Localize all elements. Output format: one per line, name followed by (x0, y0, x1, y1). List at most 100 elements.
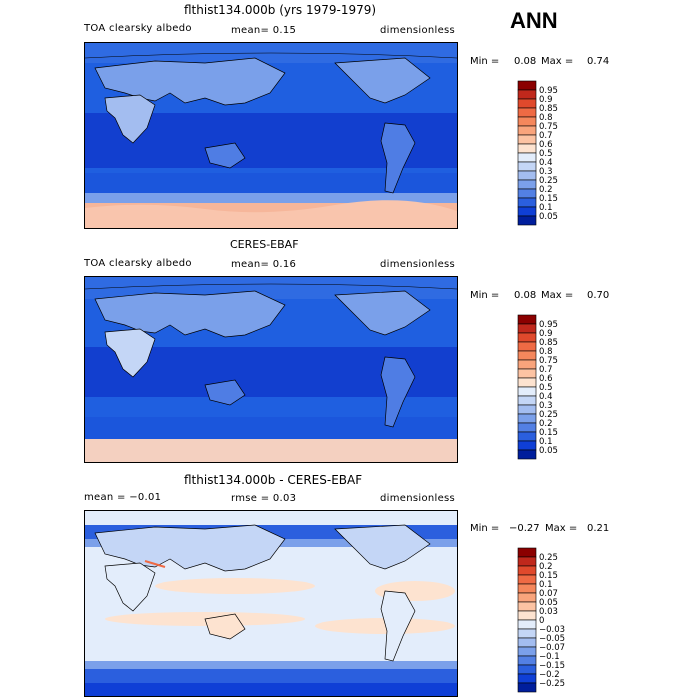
panel1-colorbar-tick-label: 0.05 (539, 212, 558, 222)
panel3-colorbar-swatch (517, 610, 537, 621)
panel3-colorbar-tick-label: −0.05 (539, 634, 565, 644)
panel2-min-value: 0.08 (514, 290, 537, 301)
panel1-mean-label: mean= 0.15 (231, 25, 297, 36)
panel1-colorbar: 0.95 0.9 0.85 0.8 0.75 0.7 0.6 0.5 0.4 0.3 0.25 0.2… (517, 80, 597, 230)
panel1-colorbar-swatch (517, 206, 537, 217)
panel3-colorbar-swatch (517, 664, 537, 675)
panel3-min-label: Min = (470, 523, 500, 534)
panel3-colorbar-swatch (517, 601, 537, 612)
panel2-colorbar-tick-label: 0.25 (539, 410, 558, 420)
panel1-colorbar-tick-label: 0.85 (539, 104, 558, 114)
panel2-units-label: dimensionless (380, 259, 456, 270)
panel2-max-label: Max = (541, 290, 574, 301)
panel2-colorbar-tick-label: 0.15 (539, 428, 558, 438)
panel3-colorbar-swatch (517, 574, 537, 585)
panel1-colorbar-swatch (517, 107, 537, 118)
panel3-colorbar-tick-label: −0.07 (539, 643, 565, 653)
panel3-colorbar-tick-label: 0.25 (539, 553, 558, 563)
panel1-title: flthist134.000b (yrs 1979-1979) (184, 3, 377, 17)
panel1-variable-label: TOA clearsky albedo (84, 23, 192, 34)
panel2-colorbar-swatch (517, 404, 537, 415)
panel2-map (84, 276, 458, 463)
panel3-colorbar-tick-label: 0.1 (539, 580, 553, 590)
panel2-colorbar-swatch (517, 332, 537, 343)
panel2-colorbar-swatch (517, 359, 537, 370)
panel1-colorbar-tick-label: 0.9 (539, 95, 553, 105)
panel2-colorbar-tick-label: 0.85 (539, 338, 558, 348)
panel1-colorbar-swatch (517, 152, 537, 163)
panel3-colorbar: 0.25 0.2 0.15 0.1 0.07 0.05 0.03 0 −0.03 −0.05 −0.… (517, 547, 597, 697)
panel2-colorbar-swatch (517, 431, 537, 442)
panel1-colorbar-swatch (517, 80, 537, 91)
panel1-colorbar-swatch (517, 161, 537, 172)
panel3-colorbar-tick-label: 0.2 (539, 562, 553, 572)
panel3-colorbar-tick-label: 0.07 (539, 589, 558, 599)
panel3-colorbar-swatch (517, 682, 537, 693)
panel3-units-label: dimensionless (380, 493, 456, 504)
panel1-colorbar-swatch (517, 215, 537, 226)
panel1-colorbar-swatch (517, 188, 537, 199)
panel2-colorbar-tick-label: 0.75 (539, 356, 558, 366)
panel3-colorbar-swatch (517, 592, 537, 603)
panel2-colorbar-swatch (517, 395, 537, 406)
panel2-colorbar-swatch (517, 341, 537, 352)
panel1-map-field (85, 43, 457, 228)
panel2-colorbar-swatch (517, 413, 537, 424)
panel1-colorbar-swatch (517, 143, 537, 154)
panel2-colorbar-swatch (517, 440, 537, 451)
panel2-colorbar-swatch (517, 377, 537, 388)
panel3-colorbar-swatch (517, 547, 537, 558)
panel2-colorbar-tick-label: 0.95 (539, 320, 558, 330)
panel3-min-value: −0.27 (509, 523, 540, 534)
panel2-colorbar-swatch (517, 422, 537, 433)
panel1-colorbar-tick-label: 0.4 (539, 158, 553, 168)
panel2-colorbar-tick-label: 0.9 (539, 329, 553, 339)
panel1-colorbar-swatch (517, 197, 537, 208)
panel1-colorbar-swatch (517, 134, 537, 145)
panel1-min-value: 0.08 (514, 56, 537, 67)
panel1-colorbar-tick-label: 0.2 (539, 185, 553, 195)
panel3-title: flthist134.000b - CERES-EBAF (184, 473, 363, 487)
panel2-colorbar-svg: 0.950.90.850.80.750.70.60.50.40.30.250.2… (517, 314, 558, 460)
panel2-colorbar-tick-label: 0.8 (539, 347, 553, 357)
panel1-colorbar-swatch (517, 98, 537, 109)
panel2-colorbar-tick-label: 0.1 (539, 437, 553, 447)
panel3-colorbar-tick-label: −0.25 (539, 679, 565, 689)
panel3-colorbar-swatch (517, 556, 537, 567)
panel3-colorbar-tick-label: −0.1 (539, 652, 560, 662)
panel3-max-label: Max = (545, 523, 578, 534)
panel1-colorbar-tick-label: 0.7 (539, 131, 553, 141)
panel2-colorbar-tick-label: 0.3 (539, 401, 553, 411)
panel2-colorbar-tick-label: 0.5 (539, 383, 553, 393)
panel1-max-value: 0.74 (587, 56, 610, 67)
panel3-colorbar-svg: 0.250.20.150.10.070.050.030−0.03−0.05−0.… (517, 547, 565, 693)
panel2-colorbar-swatch (517, 314, 537, 325)
panel1-colorbar-tick-label: 0.75 (539, 122, 558, 132)
panel1-colorbar-swatch (517, 116, 537, 127)
panel2-colorbar-swatch (517, 350, 537, 361)
panel2-colorbar-tick-label: 0.6 (539, 374, 553, 384)
panel2-colorbar-tick-label: 0.2 (539, 419, 553, 429)
panel1-map (84, 42, 458, 229)
panel2-colorbar-tick-label: 0.4 (539, 392, 553, 402)
panel3-map (84, 510, 458, 697)
panel1-min-label: Min = (470, 56, 500, 67)
panel2-max-value: 0.70 (587, 290, 610, 301)
panel3-colorbar-tick-label: 0.15 (539, 571, 558, 581)
panel2-map-field (85, 277, 457, 462)
panel3-colorbar-tick-label: 0 (539, 616, 544, 626)
panel3-colorbar-tick-label: −0.03 (539, 625, 565, 635)
panel1-colorbar-swatch (517, 89, 537, 100)
panel1-colorbar-tick-label: 0.5 (539, 149, 553, 159)
panel3-colorbar-swatch (517, 637, 537, 648)
panel2-title: CERES-EBAF (230, 238, 299, 251)
panel3-colorbar-swatch (517, 673, 537, 684)
panel2-colorbar-tick-label: 0.7 (539, 365, 553, 375)
panel1-colorbar-tick-label: 0.3 (539, 167, 553, 177)
panel1-colorbar-swatch (517, 179, 537, 190)
panel2-mean-label: mean= 0.16 (231, 259, 297, 270)
panel3-colorbar-swatch (517, 655, 537, 666)
panel2-colorbar-tick-label: 0.05 (539, 446, 558, 456)
panel1-max-label: Max = (541, 56, 574, 67)
panel3-colorbar-tick-label: −0.2 (539, 670, 560, 680)
